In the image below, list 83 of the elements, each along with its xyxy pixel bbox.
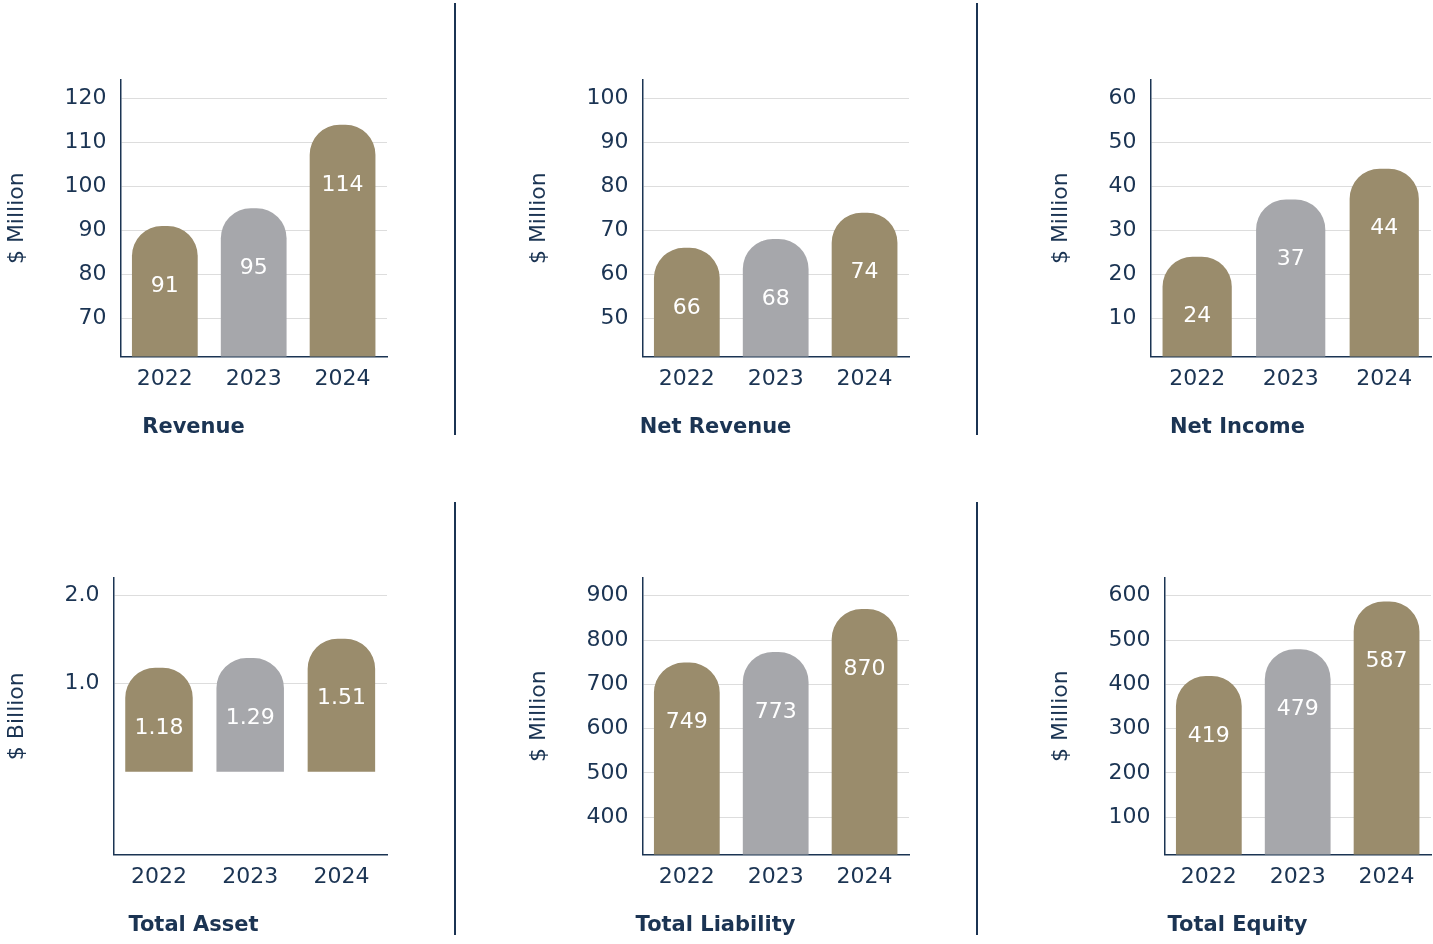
- bar: [125, 667, 193, 772]
- y-tick-label: 100: [1108, 802, 1151, 828]
- y-tick-label: 200: [1108, 758, 1151, 784]
- data-label: 91: [150, 271, 179, 297]
- x-tick-label: 2023: [747, 365, 804, 391]
- y-tick-label: 500: [1108, 625, 1151, 651]
- text: Net Income: [1170, 413, 1305, 438]
- data-label: 44: [1370, 214, 1399, 240]
- data-label: 1.18: [134, 713, 184, 739]
- x-tick-label: 2023: [222, 863, 279, 889]
- x-tick-label: 2023: [747, 863, 804, 889]
- y-tick-label: 80: [600, 172, 629, 198]
- y-tick-label: 10: [1108, 303, 1137, 329]
- data-label: 114: [321, 170, 364, 196]
- bar: [307, 638, 376, 772]
- x-tick-label: 2024: [836, 365, 893, 391]
- data-label: 1.29: [225, 703, 275, 729]
- x-tick-label: 2023: [1269, 863, 1326, 889]
- text: Total Asset: [128, 911, 259, 936]
- x-tick-label: 2023: [1262, 365, 1319, 391]
- data-label: 95: [239, 254, 268, 280]
- y-tick-label: 30: [1108, 216, 1137, 241]
- x-tick-label: 2024: [314, 365, 371, 391]
- x-tick-label: 2024: [1358, 863, 1415, 889]
- y-tick-label: 300: [1108, 714, 1151, 740]
- y-tick-label: 2.0: [64, 581, 100, 607]
- y-tick-label: 80: [78, 259, 107, 285]
- y-tick-label: 90: [78, 216, 107, 241]
- text: Net Revenue: [639, 413, 792, 438]
- y-axis-title: $ Billion: [2, 672, 28, 761]
- y-tick-label: 60: [1108, 84, 1137, 110]
- y-tick-label: 700: [586, 670, 629, 696]
- x-tick-label: 2022: [130, 863, 187, 889]
- y-tick-label: 90: [600, 128, 629, 154]
- data-label: 68: [761, 284, 790, 310]
- y-tick-label: 50: [600, 303, 629, 329]
- y-tick-label: 110: [64, 128, 107, 154]
- text: Total Equity: [1167, 911, 1308, 936]
- y-axis-title: $ Million: [524, 670, 550, 763]
- x-tick-label: 2024: [836, 863, 893, 889]
- data-label: 419: [1187, 721, 1230, 747]
- data-label: 479: [1276, 695, 1319, 721]
- data-label: 37: [1276, 245, 1305, 271]
- data-label: 870: [843, 654, 886, 680]
- data-label: 24: [1183, 302, 1212, 328]
- data-label: 749: [665, 708, 708, 734]
- y-tick-label: 1.0: [64, 669, 100, 695]
- bar: [216, 658, 284, 772]
- y-tick-label: 20: [1108, 259, 1137, 285]
- y-tick-label: 400: [1108, 670, 1151, 696]
- text: Total Liability: [635, 911, 796, 936]
- y-axis-title: $ Million: [1046, 172, 1072, 265]
- y-axis-title: $ Million: [2, 172, 28, 265]
- y-tick-label: 70: [600, 216, 629, 241]
- y-tick-label: 70: [78, 303, 107, 329]
- x-tick-label: 2024: [1356, 365, 1413, 391]
- data-label: 587: [1365, 647, 1408, 673]
- y-tick-label: 100: [64, 172, 107, 198]
- y-tick-label: 40: [1108, 172, 1137, 198]
- text: Revenue: [142, 413, 245, 438]
- data-label: 74: [850, 258, 879, 284]
- x-tick-label: 2024: [313, 863, 370, 889]
- y-tick-label: 800: [586, 625, 629, 651]
- y-axis-title: $ Million: [1046, 670, 1072, 763]
- x-tick-label: 2023: [225, 365, 282, 391]
- y-tick-label: 600: [1108, 581, 1151, 607]
- x-tick-label: 2022: [658, 863, 715, 889]
- data-label: 66: [672, 293, 701, 319]
- x-tick-label: 2022: [1169, 365, 1226, 391]
- x-tick-label: 2022: [1180, 863, 1237, 889]
- y-tick-label: 100: [586, 84, 629, 110]
- data-label: 1.51: [316, 684, 366, 710]
- y-tick-label: 600: [586, 714, 629, 740]
- y-axis-title: $ Million: [524, 172, 550, 265]
- data-label: 773: [754, 697, 797, 723]
- y-tick-label: 400: [586, 802, 629, 828]
- y-tick-label: 500: [586, 758, 629, 784]
- y-tick-label: 60: [600, 259, 629, 285]
- x-tick-label: 2022: [136, 365, 193, 391]
- y-tick-label: 900: [586, 581, 629, 607]
- x-tick-label: 2022: [658, 365, 715, 391]
- y-tick-label: 50: [1108, 128, 1137, 154]
- y-tick-label: 120: [64, 84, 107, 110]
